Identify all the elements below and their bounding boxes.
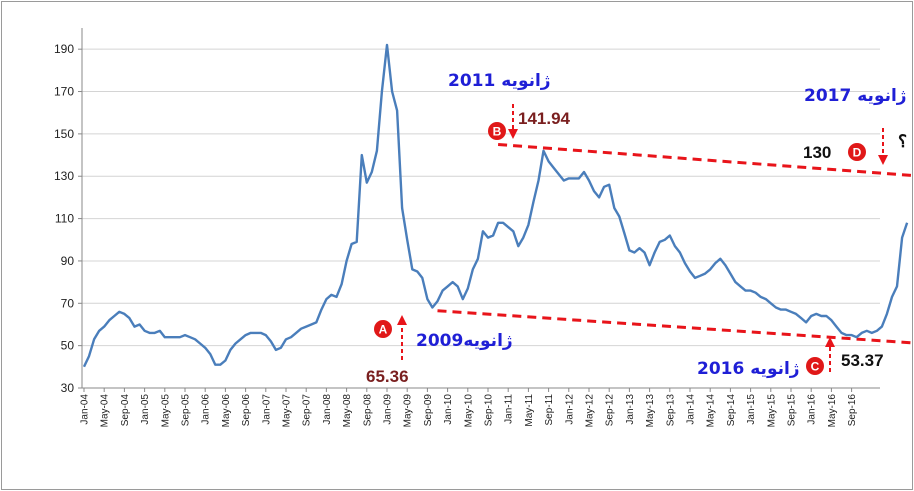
annotation-a-label: ژانویه2009: [416, 331, 513, 351]
x-tick-label: Jan-14: [686, 394, 697, 425]
x-tick-label: Sep-16: [847, 394, 858, 427]
x-tick-label: Jan-06: [201, 394, 212, 425]
y-tick-label: 90: [61, 254, 75, 268]
annotation-d-value: 130: [803, 143, 831, 162]
x-tick-label: Jan-04: [80, 394, 91, 425]
x-tick-label: May-11: [524, 394, 535, 427]
x-tick-label: May-04: [100, 394, 111, 428]
x-tick-label: Jan-15: [746, 394, 757, 425]
x-tick-label: Sep-05: [181, 394, 192, 427]
badge-c-text: C: [811, 360, 820, 374]
badge-d: [848, 143, 866, 161]
x-tick-label: Jan-11: [504, 394, 515, 424]
x-tick-label: Jan-07: [261, 394, 272, 425]
x-tick-label: Jan-12: [564, 394, 575, 425]
badge-b: [488, 122, 506, 140]
y-tick-label: 50: [61, 339, 75, 353]
annotation-c-value: 53.37: [841, 351, 884, 370]
x-tick-label: Jan-05: [140, 394, 151, 425]
x-tick-label: May-10: [463, 394, 474, 428]
y-tick-label: 150: [54, 127, 74, 141]
x-tick-label: Sep-10: [484, 394, 495, 427]
trendlines: [437, 142, 914, 345]
x-tick-label: May-05: [160, 394, 171, 428]
x-tick-label: May-09: [403, 394, 414, 428]
annotation-a-value: 65.36: [366, 367, 409, 386]
x-tick-label: May-15: [766, 394, 777, 428]
x-tick-label: May-14: [706, 394, 717, 428]
annotations: ژانویه 2011 B 141.94 ژانویه 2017 130 D ؟…: [366, 71, 907, 386]
trendline-lower-support: [437, 309, 914, 345]
x-tick-label: May-16: [827, 394, 838, 428]
x-tick-label: Sep-13: [665, 394, 676, 427]
y-tick-label: 110: [55, 212, 74, 226]
x-tick-label: Sep-11: [544, 394, 555, 426]
badge-a: [374, 320, 392, 338]
x-tick-label: May-12: [585, 394, 596, 428]
y-tick-label: 30: [61, 381, 75, 395]
x-tick-label: Sep-12: [605, 394, 616, 427]
annotation-c-label: ژانویه 2016: [697, 359, 800, 379]
x-tick-label: Sep-07: [302, 394, 313, 427]
x-tick-label: Jan-09: [383, 394, 394, 425]
y-axis: 30 50 70 90 110 130 150 170 190: [54, 28, 83, 395]
annotation-d-label: ژانویه 2017: [804, 86, 907, 106]
y-tick-label: 190: [54, 42, 74, 56]
x-tick-label: Jan-08: [322, 394, 333, 425]
x-tick-label: Sep-08: [362, 394, 373, 427]
x-tick-label: Jan-13: [625, 394, 636, 425]
y-tick-label: 130: [54, 169, 74, 183]
x-tick-label: Sep-06: [241, 394, 252, 427]
x-tick-label: Sep-04: [120, 394, 131, 427]
y-tick-label: 170: [54, 85, 74, 99]
annotation-b-value: 141.94: [518, 109, 571, 128]
badge-b-text: B: [493, 125, 502, 139]
annotation-b-label: ژانویه 2011: [448, 71, 551, 91]
y-tick-label: 70: [61, 296, 75, 310]
x-tick-label: May-06: [221, 394, 232, 428]
trendline-upper-resistance: [497, 142, 914, 178]
x-tick-label: Sep-14: [726, 394, 737, 427]
x-tick-label: May-13: [645, 394, 656, 428]
badge-c: [806, 357, 824, 375]
grid-lines: [82, 48, 880, 389]
x-axis: Jan-04 May-04 Sep-04 Jan-05 May-05 Sep-05 Jan-…: [80, 388, 858, 428]
badge-a-text: A: [379, 323, 388, 337]
x-tick-label: May-07: [282, 394, 293, 428]
x-tick-label: Sep-15: [787, 394, 798, 427]
x-tick-label: May-08: [342, 394, 353, 428]
x-tick-label: Sep-09: [423, 394, 434, 427]
series-line: [82, 43, 909, 368]
badge-d-text: D: [853, 146, 862, 160]
annotation-d-question: ؟: [898, 132, 907, 151]
series-group: [82, 43, 909, 368]
x-tick-label: Jan-16: [807, 394, 818, 425]
x-tick-label: Jan-10: [443, 394, 454, 425]
